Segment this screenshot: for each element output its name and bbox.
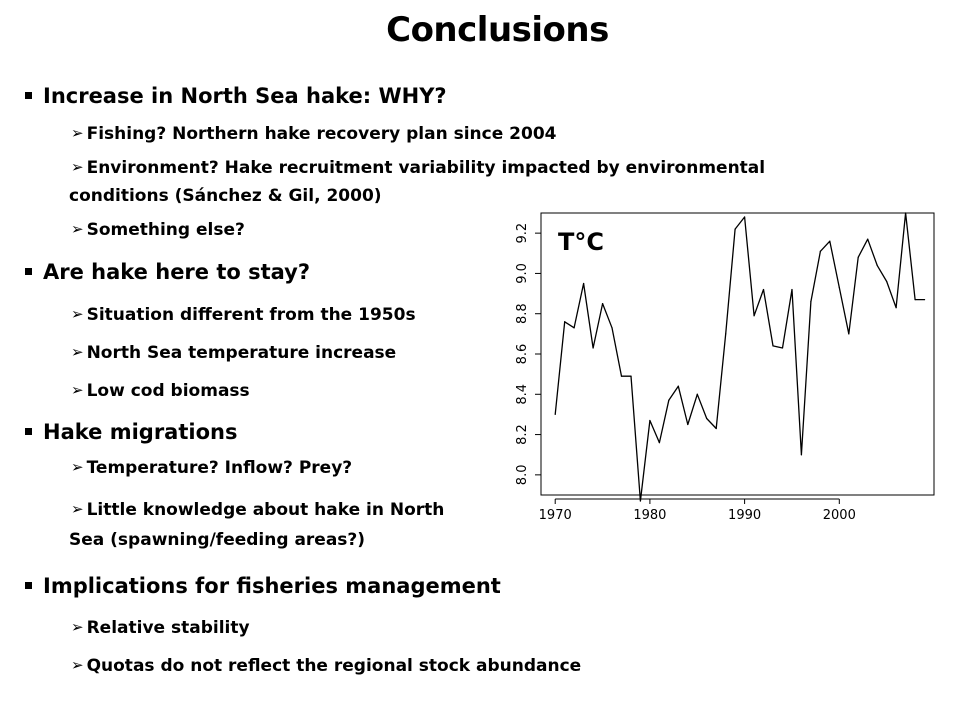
data-point	[668, 399, 670, 401]
bullet-relative-stability: ➢ Relative stability	[71, 618, 250, 638]
data-point	[886, 280, 888, 283]
x-tick-label: 1990	[728, 508, 761, 523]
data-point	[800, 454, 803, 456]
bullet-temperature-inflow: ➢ Temperature? Inflow? Prey?	[71, 458, 353, 478]
bullet-little-knowledge: ➢ Little knowledge about hake in North	[71, 500, 445, 520]
temperature-data-points	[554, 212, 926, 502]
x-tick-label: 1980	[633, 508, 666, 523]
data-point	[658, 442, 660, 444]
arrow-bullet-icon: ➢	[71, 124, 84, 142]
data-point	[734, 228, 736, 230]
data-point	[706, 417, 708, 420]
x-tick-label: 1970	[539, 508, 572, 523]
data-point	[904, 212, 907, 214]
bullet-environment-continuation: conditions (Sánchez & Gil, 2000)	[69, 186, 382, 206]
data-point	[583, 282, 585, 285]
y-tick-label: 8.4	[515, 384, 530, 405]
arrow-bullet-icon: ➢	[71, 158, 84, 176]
data-point	[810, 301, 812, 303]
data-point	[819, 250, 821, 252]
y-tick-label: 9.0	[515, 263, 530, 284]
data-point	[753, 315, 755, 317]
data-point	[677, 385, 679, 387]
x-axis: 1970 1980 1990 2000	[539, 498, 856, 523]
arrow-bullet-icon: ➢	[71, 500, 84, 518]
arrow-bullet-icon: ➢	[71, 458, 84, 476]
data-point	[867, 238, 869, 240]
bullet-quotas: ➢ Quotas do not reflect the regional stoc…	[71, 656, 582, 676]
data-point	[620, 375, 623, 377]
data-point	[639, 500, 642, 502]
data-point	[762, 288, 765, 291]
data-point	[601, 303, 604, 305]
temperature-label: T°C	[558, 228, 604, 256]
data-point	[725, 333, 727, 335]
x-tick-label: 2000	[823, 508, 856, 523]
temperature-line-chart: 8.0 8.2 8.4 8.6 8.8 9.0 9.2 1970 1980 1990 2000 T…	[515, 212, 935, 523]
square-bullet-icon	[25, 267, 32, 275]
data-point	[611, 327, 613, 329]
data-point	[895, 307, 897, 309]
bullet-temperature-increase: ➢ North Sea temperature increase	[71, 343, 397, 363]
data-point	[715, 427, 717, 430]
data-point	[554, 413, 556, 416]
y-axis: 8.0 8.2 8.4 8.6 8.8 9.0 9.2	[515, 223, 541, 485]
arrow-bullet-icon: ➢	[71, 656, 84, 674]
y-tick-label: 8.8	[515, 303, 530, 324]
data-point	[857, 256, 859, 258]
section-heading-migrations: Hake migrations	[25, 420, 237, 444]
arrow-bullet-icon: ➢	[71, 381, 84, 399]
y-tick-label: 8.6	[515, 344, 530, 365]
data-point	[791, 288, 793, 291]
data-point	[744, 216, 746, 218]
y-tick-label: 9.2	[515, 223, 530, 244]
data-point	[772, 345, 774, 347]
data-point	[914, 299, 916, 301]
data-point	[592, 347, 594, 349]
square-bullet-icon	[25, 91, 32, 99]
arrow-bullet-icon: ➢	[71, 305, 84, 323]
section-heading-implications: Implications for fisheries management	[25, 574, 501, 598]
data-point	[848, 333, 850, 335]
section-heading-stay: Are hake here to stay?	[25, 260, 310, 284]
data-point	[923, 299, 926, 301]
temperature-series-line	[554, 212, 925, 502]
arrow-bullet-icon: ➢	[71, 220, 84, 238]
bullet-fishing: ➢ Fishing? Northern hake recovery plan si…	[71, 124, 557, 144]
data-point	[838, 286, 840, 289]
square-bullet-icon	[25, 427, 32, 435]
section-heading-why: Increase in North Sea hake: WHY?	[25, 84, 447, 108]
arrow-bullet-icon: ➢	[71, 618, 84, 636]
bullet-little-knowledge-continuation: Sea (spawning/feeding areas?)	[69, 530, 366, 550]
arrow-bullet-icon: ➢	[71, 343, 84, 361]
bullet-environment: ➢ Environment? Hake recruitment variabili…	[71, 158, 766, 178]
data-point	[696, 393, 698, 395]
y-tick-label: 8.0	[515, 465, 530, 486]
data-point	[687, 423, 689, 426]
bullet-situation: ➢ Situation different from the 1950s	[71, 305, 416, 325]
square-bullet-icon	[25, 581, 32, 589]
data-point	[781, 347, 784, 349]
data-point	[573, 327, 575, 329]
data-point	[564, 321, 566, 323]
bullet-low-cod: ➢ Low cod biomass	[71, 381, 250, 401]
data-point	[630, 375, 632, 377]
data-point	[876, 264, 878, 266]
y-tick-label: 8.2	[515, 424, 530, 445]
data-point	[649, 419, 651, 422]
bullet-something-else: ➢ Something else?	[71, 220, 245, 240]
slide-title: Conclusions	[386, 10, 609, 50]
data-point	[829, 240, 831, 242]
